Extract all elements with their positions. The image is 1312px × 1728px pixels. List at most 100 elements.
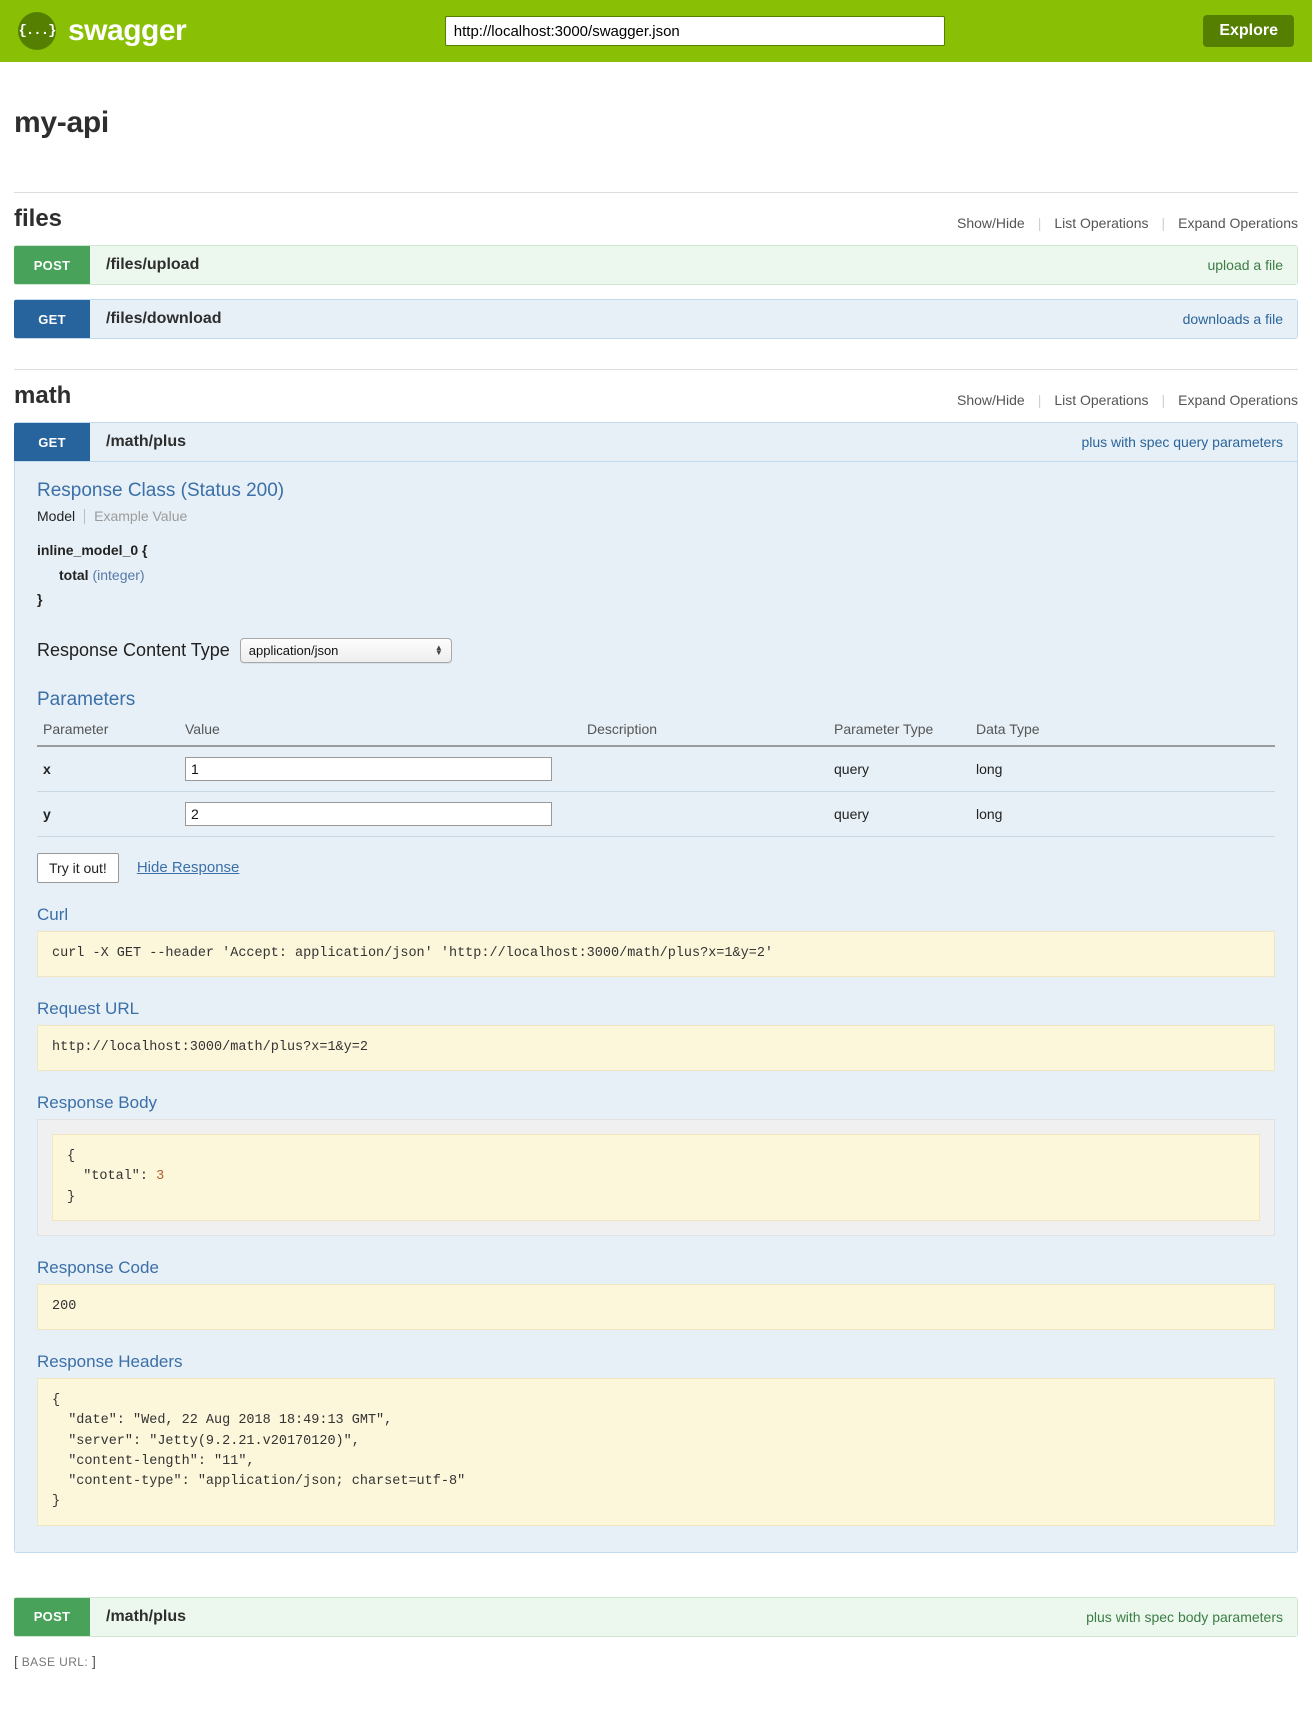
column-header-data-type: Data Type	[970, 716, 1275, 747]
parameter-type-y: query	[828, 791, 970, 837]
model-close-line: }	[37, 591, 43, 607]
response-content-type-select[interactable]: application/json ▲ ▼	[239, 637, 452, 663]
operation-post-files-upload[interactable]: POST /files/upload upload a file	[14, 245, 1298, 285]
tab-model[interactable]: Model	[37, 508, 76, 524]
response-content-type-value: application/json	[248, 642, 339, 658]
operation-get-math-plus[interactable]: GET /math/plus plus with spec query para…	[14, 422, 1298, 1553]
operation-actions: Try it out! Hide Response	[37, 852, 1275, 883]
page-title: my-api	[14, 106, 109, 139]
resource-title-files: files	[14, 205, 63, 232]
spec-url-wrapper	[186, 16, 1203, 46]
model-definition: inline_model_0 { total (integer) }	[37, 538, 1275, 612]
brand[interactable]: {...} swagger	[18, 12, 187, 50]
response-content-type-row: Response Content Type application/json ▲…	[37, 637, 1275, 663]
operation-header[interactable]: POST /files/upload upload a file	[14, 245, 1298, 285]
try-it-out-button[interactable]: Try it out!	[37, 852, 119, 883]
operation-summary[interactable]: plus with spec body parameters	[1086, 1608, 1283, 1625]
column-header-value: Value	[179, 716, 581, 747]
operation-header[interactable]: GET /math/plus plus with spec query para…	[14, 422, 1298, 462]
explore-button[interactable]: Explore	[1203, 15, 1294, 47]
response-headers-line: {	[52, 1393, 61, 1408]
model-property-total: total (integer)	[37, 563, 1275, 588]
parameter-value-cell-y	[179, 791, 581, 837]
operation-details-panel: Response Class (Status 200) Model Exampl…	[14, 462, 1298, 1553]
swagger-braces-icon: {...}	[18, 12, 57, 50]
show-hide-link-files[interactable]: Show/Hide	[956, 215, 1025, 231]
response-code-title: Response Code	[37, 1257, 159, 1277]
response-body-title: Response Body	[37, 1093, 158, 1112]
response-headers-line: }	[52, 1494, 61, 1510]
resource-files: files Show/Hide | List Operations | Expa…	[14, 192, 1298, 339]
operation-path: /math/plus	[106, 433, 187, 450]
request-url-block: http://localhost:3000/math/plus?x=1&y=2	[37, 1024, 1275, 1071]
parameters-title: Parameters	[37, 688, 136, 710]
column-header-parameter-type: Parameter Type	[828, 716, 970, 747]
column-header-description: Description	[581, 716, 828, 747]
operation-path: /files/upload	[106, 256, 200, 273]
parameter-input-x[interactable]	[185, 756, 552, 781]
chevron-updown-icon: ▲ ▼	[434, 643, 443, 657]
resource-operations-links-files: Show/Hide | List Operations | Expand Ope…	[957, 215, 1298, 231]
operation-summary[interactable]: plus with spec query parameters	[1081, 434, 1283, 450]
footer-bracket-close: ]	[91, 1652, 96, 1669]
column-header-parameter: Parameter	[37, 716, 179, 747]
parameter-input-y[interactable]	[185, 801, 552, 826]
model-property-type: (integer)	[92, 566, 145, 583]
method-badge-post: POST	[14, 246, 90, 284]
operation-path: /math/plus	[106, 1607, 187, 1625]
tab-example-value[interactable]: Example Value	[94, 508, 188, 524]
hide-response-link[interactable]: Hide Response	[136, 859, 240, 876]
response-body-block: { "total": 3 }	[52, 1134, 1260, 1221]
operation-post-math-plus[interactable]: POST /math/plus plus with spec body para…	[14, 1596, 1298, 1637]
model-property-name: total	[59, 566, 89, 583]
operation-summary[interactable]: downloads a file	[1182, 311, 1283, 327]
footer-base-url-label: BASE URL:	[21, 1654, 89, 1669]
table-row: x query long	[37, 745, 1275, 792]
model-tabs: Model Example Value	[37, 508, 1275, 524]
response-headers-block: { "date": "Wed, 22 Aug 2018 18:49:13 GMT…	[37, 1378, 1275, 1526]
parameter-value-cell-x	[179, 745, 581, 792]
list-operations-link-files[interactable]: List Operations	[1054, 215, 1149, 231]
spec-url-input[interactable]	[444, 16, 945, 46]
tab-divider	[84, 508, 86, 524]
table-header-row: Parameter Value Description Parameter Ty…	[37, 716, 1275, 747]
resource-operations-links-math: Show/Hide | List Operations | Expand Ope…	[957, 392, 1298, 408]
top-navbar: {...} swagger Explore	[0, 0, 1312, 62]
response-headers-line: "date": "Wed, 22 Aug 2018 18:49:13 GMT",	[52, 1413, 393, 1429]
expand-operations-link-files[interactable]: Expand Operations	[1178, 215, 1298, 231]
operation-header[interactable]: GET /files/download downloads a file	[14, 299, 1298, 339]
response-headers-line: "content-length": "11",	[52, 1453, 255, 1469]
show-hide-link-math[interactable]: Show/Hide	[956, 392, 1025, 408]
response-body-value: 3	[156, 1169, 165, 1185]
operation-header[interactable]: POST /math/plus plus with spec body para…	[14, 1596, 1298, 1637]
resource-header-math: math Show/Hide | List Operations | Expan…	[14, 369, 1298, 408]
response-body-container: { "total": 3 }	[37, 1119, 1275, 1236]
response-body-open: {	[67, 1149, 76, 1164]
parameter-data-type-y: long	[970, 791, 1275, 837]
operation-summary[interactable]: upload a file	[1207, 257, 1283, 273]
parameter-type-x: query	[828, 745, 970, 792]
parameter-description-y	[581, 791, 828, 837]
response-body-close: }	[67, 1189, 76, 1205]
resource-math: math Show/Hide | List Operations | Expan…	[14, 369, 1298, 1637]
parameter-description-x	[581, 745, 828, 792]
response-content-type-label: Response Content Type	[37, 639, 230, 660]
response-headers-line: "server": "Jetty(9.2.21.v20170120)",	[52, 1433, 360, 1449]
response-class-title: Response Class (Status 200)	[37, 480, 285, 501]
method-badge-get: GET	[14, 300, 90, 338]
list-operations-link-math[interactable]: List Operations	[1054, 392, 1149, 408]
curl-command-block: curl -X GET --header 'Accept: applicatio…	[37, 930, 1275, 977]
parameter-data-type-x: long	[970, 745, 1275, 792]
parameters-table: Parameter Value Description Parameter Ty…	[37, 716, 1275, 837]
parameter-name-x: x	[37, 745, 179, 792]
response-headers-title: Response Headers	[37, 1352, 183, 1371]
footer: [ BASE URL: ]	[0, 1637, 1312, 1689]
model-open-line: inline_model_0 {	[37, 542, 148, 558]
separator: |	[1161, 215, 1166, 231]
separator: |	[1037, 392, 1042, 408]
operation-get-files-download[interactable]: GET /files/download downloads a file	[14, 299, 1298, 339]
response-headers-line: "content-type": "application/json; chars…	[52, 1474, 466, 1489]
expand-operations-link-math[interactable]: Expand Operations	[1178, 392, 1298, 408]
resource-title-math: math	[14, 382, 72, 409]
curl-title: Curl	[37, 904, 69, 924]
